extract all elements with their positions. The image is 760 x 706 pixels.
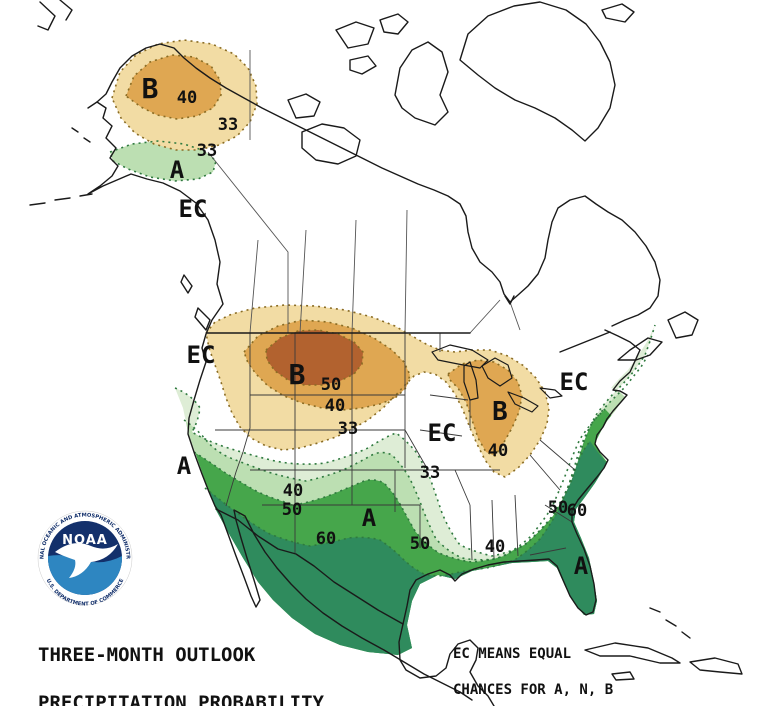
label-60-southwest: 60 (316, 529, 336, 549)
us-state-borders (215, 333, 576, 561)
band-above-33-alaska-coast (110, 141, 216, 181)
noaa-logo-sea (48, 555, 122, 595)
label-ec-alaska-panhandle: EC (179, 195, 208, 223)
great-lakes (431, 344, 563, 413)
newfoundland-outline (667, 311, 699, 339)
label-ec-central: EC (428, 419, 457, 447)
label-50-southwest: 50 (282, 500, 302, 520)
cuba-outline (584, 642, 681, 664)
us-mexico-border (215, 508, 404, 625)
victoria-island-outline (301, 123, 361, 165)
mexico-gulf-coastline (398, 623, 495, 706)
legend-line-ec: EC MEANS EQUAL (453, 646, 572, 662)
label-b-alaska: B (142, 72, 159, 105)
vancouver-island-outline (180, 274, 211, 331)
noaa-logo-acronym: NOAA (62, 533, 108, 548)
label-b-great-lakes: B (492, 397, 508, 427)
contour-33-alaska-coast (109, 140, 217, 182)
canada-province-borders (207, 50, 521, 334)
label-40-lower-mississippi: 40 (485, 537, 505, 557)
jamaica-outline (611, 671, 635, 681)
russia-chukotka-coast (37, 0, 73, 31)
greenland-outline (459, 1, 616, 142)
label-a-west-coast: A (177, 452, 192, 480)
arctic-islands (335, 13, 409, 75)
band-below-40-alaska (126, 55, 221, 119)
label-40-northern-plains: 40 (325, 396, 345, 416)
label-a-alaska-coast: A (170, 156, 185, 184)
label-33-alaska: 33 (218, 115, 238, 135)
label-40-alaska: 40 (177, 88, 197, 108)
label-b-northern-plains: B (289, 358, 306, 391)
label-40-great-lakes: 40 (488, 441, 508, 461)
label-a-florida: A (574, 552, 589, 580)
label-33-northern-plains: 33 (338, 419, 358, 439)
title-line-variable: PRECIPITATION PROBABILITY (38, 692, 324, 706)
hispaniola-outline (689, 657, 743, 675)
label-60-southeast-coast: 60 (567, 501, 587, 521)
contour-50-south (193, 408, 606, 563)
contour-33-alaska (111, 39, 258, 151)
james-bay (504, 295, 515, 305)
label-50-southeast-coast: 50 (548, 498, 568, 518)
outlook-title-block: THREE-MONTH OUTLOOK PRECIPITATION PROBAB… (38, 615, 324, 706)
legend-line-chances: CHANCES FOR A, N, B (453, 682, 614, 698)
band-below-50-plains (266, 330, 363, 385)
noaa-logo-bird (55, 543, 118, 578)
label-50-south-central: 50 (410, 534, 430, 554)
contour-33-south (174, 324, 656, 557)
label-50-northern-plains: 50 (321, 375, 341, 395)
iceland-outline (601, 3, 635, 23)
gulf-atlantic-coastline (402, 349, 641, 625)
banks-island-outline (287, 93, 321, 119)
label-ec-pacific-northwest: EC (187, 341, 216, 369)
label-a-southern-plains: A (362, 504, 377, 532)
map-legend: EC MEANS EQUAL CHANCES FOR A, N, B A MEA… (453, 624, 613, 706)
aleutian-islands (29, 127, 93, 206)
bahamas-islands (649, 607, 691, 639)
contour-40-plains (243, 319, 411, 411)
st-lawrence-river (559, 331, 611, 353)
label-33-alaska-coast: 33 (197, 141, 217, 161)
noaa-logo: NOAA NATIONAL OCEANIC AND ATMOSPHERIC AD… (37, 510, 133, 608)
title-line-product: THREE-MONTH OUTLOOK (38, 644, 256, 666)
label-33-central: 33 (420, 463, 440, 483)
label-ec-northeast: EC (560, 368, 589, 396)
contour-50-plains (265, 329, 364, 386)
pacific-coastline (87, 101, 473, 701)
label-40-southwest: 40 (283, 481, 303, 501)
baffin-island-outline (394, 41, 449, 126)
nova-scotia-outline (617, 337, 663, 361)
